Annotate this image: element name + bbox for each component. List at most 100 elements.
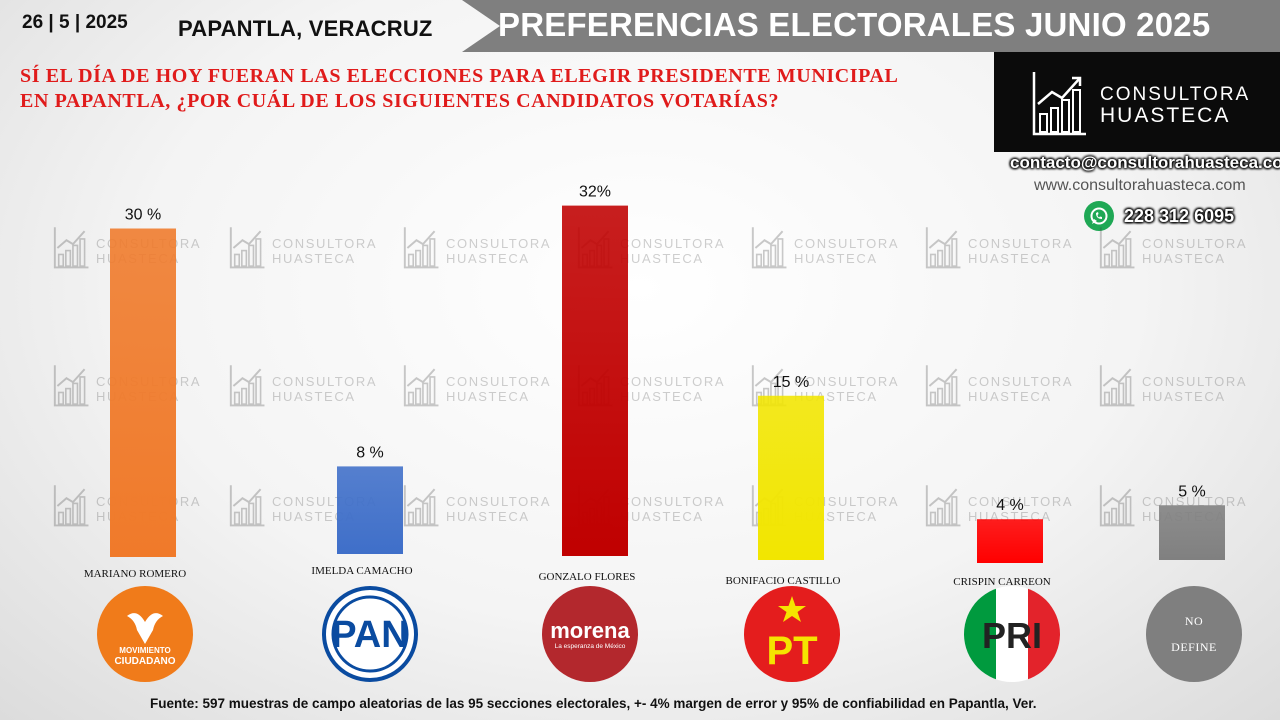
bar-2 bbox=[562, 205, 628, 556]
watermark-chart-icon bbox=[1098, 226, 1136, 275]
watermark-chart-icon bbox=[750, 226, 788, 275]
watermark-chart-icon bbox=[1098, 364, 1136, 413]
data-label-5: 5 % bbox=[1178, 483, 1206, 500]
no-define-line1: NO bbox=[1184, 614, 1204, 628]
survey-question: SÍ EL DÍA DE HOY FUERAN LAS ELECCIONES P… bbox=[20, 64, 960, 114]
whatsapp-icon bbox=[1084, 201, 1114, 231]
watermark-line1: CONSULTORA bbox=[1142, 493, 1248, 509]
bar-3 bbox=[758, 395, 824, 560]
watermark-line2: HUASTECA bbox=[272, 388, 356, 404]
watermark-line1: CONSULTORA bbox=[446, 493, 552, 509]
watermark-chart-icon bbox=[402, 364, 440, 413]
watermark-line1: CONSULTORA bbox=[1142, 373, 1248, 389]
bar-5 bbox=[1159, 505, 1225, 560]
brand-logo bbox=[994, 52, 1280, 152]
watermark-line2: HUASTECA bbox=[446, 250, 530, 266]
watermark-line1: CONSULTORA bbox=[446, 235, 552, 251]
watermark-chart-icon bbox=[52, 226, 90, 275]
watermark-line1: CONSULTORA bbox=[968, 493, 1074, 509]
pt-text: PT bbox=[766, 629, 817, 673]
watermark-line1: CONSULTORA bbox=[272, 373, 378, 389]
no-define-badge: NO DEFINE bbox=[1146, 586, 1242, 682]
pan-logo: PAN bbox=[322, 586, 418, 682]
watermark-chart-icon bbox=[228, 364, 266, 413]
watermark-line1: CONSULTORA bbox=[1142, 235, 1248, 251]
mc-line2: CIUDADANO bbox=[114, 656, 175, 667]
watermark-line2: HUASTECA bbox=[620, 250, 704, 266]
mc-line1: MOVIMIENTO bbox=[119, 646, 170, 655]
watermark-chart-icon bbox=[402, 484, 440, 533]
watermark-chart-icon bbox=[228, 226, 266, 275]
source-footnote: Fuente: 597 muestras de campo aleatorias… bbox=[150, 696, 1037, 711]
bar-4 bbox=[977, 519, 1043, 563]
data-label-2: 32% bbox=[579, 184, 611, 201]
data-label-4: 4 % bbox=[996, 497, 1024, 514]
no-define-line2: DEFINE bbox=[1171, 640, 1217, 654]
watermark-chart-icon bbox=[52, 484, 90, 533]
category-label-3: BONIFACIO CASTILLO bbox=[726, 575, 841, 587]
survey-question-line2: EN PAPANTLA, ¿POR CUÁL DE LOS SIGUIENTES… bbox=[20, 90, 780, 112]
watermark-line1: CONSULTORA bbox=[620, 373, 726, 389]
growth-chart-icon bbox=[1032, 72, 1086, 136]
watermark-line1: CONSULTORA bbox=[968, 235, 1074, 251]
morena-logo: morena La esperanza de México bbox=[542, 586, 638, 682]
watermark-line2: HUASTECA bbox=[968, 250, 1052, 266]
website-link[interactable]: www.consultorahuasteca.com bbox=[1034, 177, 1246, 194]
watermark-line2: HUASTECA bbox=[620, 388, 704, 404]
morena-tagline: La esperanza de México bbox=[555, 643, 626, 650]
watermark-line2: HUASTECA bbox=[272, 508, 356, 524]
watermark-line2: HUASTECA bbox=[446, 508, 530, 524]
survey-date: 26 | 5 | 2025 bbox=[22, 12, 128, 33]
location-label: PAPANTLA, VERACRUZ bbox=[178, 16, 433, 41]
category-label-2: GONZALO FLORES bbox=[539, 571, 636, 583]
data-label-0: 30 % bbox=[125, 207, 161, 224]
watermark-line2: HUASTECA bbox=[1142, 250, 1226, 266]
data-label-3: 15 % bbox=[773, 374, 809, 391]
pri-logo: PRI bbox=[964, 586, 1060, 682]
watermark-line2: HUASTECA bbox=[620, 508, 704, 524]
pt-logo: PT bbox=[744, 586, 840, 682]
contact-email[interactable]: contacto@consultorahuasteca.com bbox=[1010, 153, 1280, 172]
watermark-chart-icon bbox=[924, 484, 962, 533]
watermark-chart-icon bbox=[1098, 484, 1136, 533]
watermark-line1: CONSULTORA bbox=[794, 235, 900, 251]
category-label-1: IMELDA CAMACHO bbox=[311, 565, 412, 577]
pan-text: PAN bbox=[331, 614, 408, 656]
watermark-chart-icon bbox=[402, 226, 440, 275]
bar-0 bbox=[110, 228, 176, 557]
watermark-line1: CONSULTORA bbox=[272, 235, 378, 251]
watermark-line2: HUASTECA bbox=[794, 250, 878, 266]
contact-phone[interactable]: 228 312 6095 bbox=[1124, 206, 1235, 226]
category-label-4: CRISPIN CARREON bbox=[953, 576, 1051, 588]
brand-name-line2: HUASTECA bbox=[1100, 104, 1231, 127]
bar-1 bbox=[337, 466, 403, 554]
watermark-chart-icon bbox=[228, 484, 266, 533]
watermark-line2: HUASTECA bbox=[446, 388, 530, 404]
category-label-0: MARIANO ROMERO bbox=[84, 568, 186, 580]
page-title: PREFERENCIAS ELECTORALES JUNIO 2025 bbox=[498, 6, 1211, 43]
watermark-chart-icon bbox=[924, 226, 962, 275]
watermark-line2: HUASTECA bbox=[968, 388, 1052, 404]
brand-name-line1: CONSULTORA bbox=[1100, 84, 1251, 105]
morena-text: morena bbox=[550, 618, 630, 643]
title-banner bbox=[462, 0, 1280, 52]
watermark-line1: CONSULTORA bbox=[446, 373, 552, 389]
watermark-chart-icon bbox=[924, 364, 962, 413]
survey-question-line1: SÍ EL DÍA DE HOY FUERAN LAS ELECCIONES P… bbox=[20, 65, 899, 87]
watermark-line1: CONSULTORA bbox=[968, 373, 1074, 389]
watermark-line2: HUASTECA bbox=[272, 250, 356, 266]
watermark-line1: CONSULTORA bbox=[620, 235, 726, 251]
watermark-chart-icon bbox=[52, 364, 90, 413]
watermark-line2: HUASTECA bbox=[1142, 388, 1226, 404]
